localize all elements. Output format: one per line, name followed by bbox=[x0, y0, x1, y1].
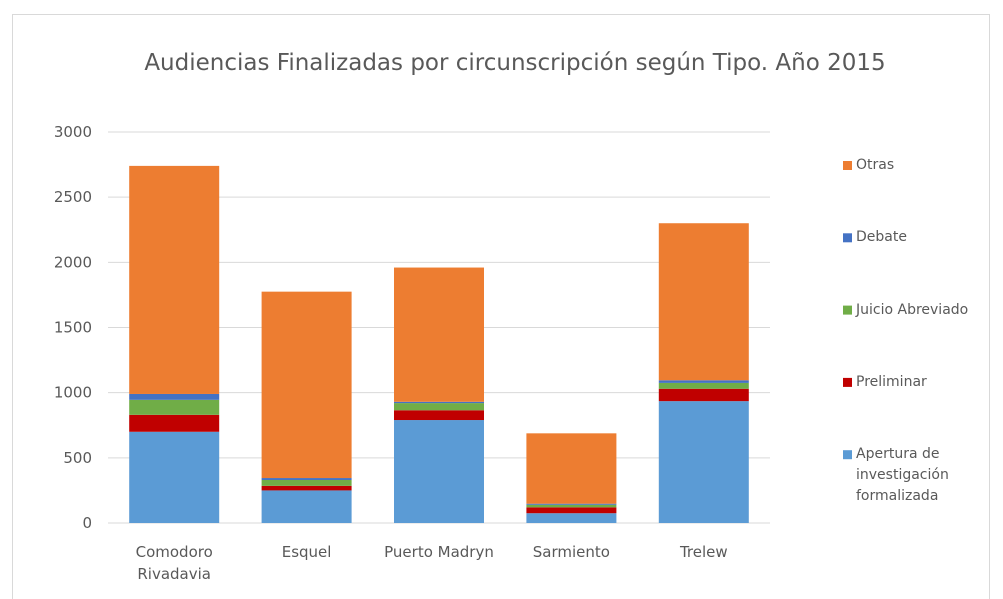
y-tick-label: 3000 bbox=[54, 123, 92, 141]
bar-segment bbox=[261, 490, 352, 523]
bar-segment bbox=[526, 504, 617, 508]
bar-segment bbox=[658, 388, 749, 402]
y-tick-label: 1500 bbox=[54, 319, 92, 337]
bar-segment bbox=[526, 433, 617, 504]
bar-segment bbox=[261, 479, 352, 486]
legend-label: Otras bbox=[856, 157, 895, 173]
bar-segment bbox=[658, 382, 749, 389]
y-tick-label: 2000 bbox=[54, 253, 92, 271]
bar-segment bbox=[129, 393, 220, 400]
chart-title: Audiencias Finalizadas por circunscripci… bbox=[144, 50, 885, 76]
x-tick-label: Esquel bbox=[281, 543, 332, 561]
legend-label: Preliminar bbox=[856, 373, 927, 390]
bar-segment bbox=[658, 380, 749, 383]
legend-marker bbox=[843, 161, 852, 170]
legend-marker bbox=[843, 233, 852, 243]
bar-segment bbox=[129, 414, 220, 432]
bar-segment bbox=[526, 503, 617, 505]
bar-segment bbox=[394, 267, 484, 402]
legend-label: Debate bbox=[856, 229, 907, 246]
y-tick-label: 1000 bbox=[54, 384, 92, 402]
bar-segment bbox=[129, 399, 220, 415]
legend-marker bbox=[843, 450, 852, 460]
y-tick-label: 2500 bbox=[54, 188, 92, 206]
legend-label: Apertura de investigación formalizada bbox=[856, 446, 949, 505]
bar-segment bbox=[526, 507, 617, 514]
x-tick-label: Sarmiento bbox=[532, 543, 610, 561]
x-tick-label: Trelew bbox=[679, 543, 728, 561]
y-tick-label: 500 bbox=[63, 449, 92, 467]
legend-marker bbox=[843, 305, 852, 315]
legend-marker bbox=[843, 377, 852, 387]
bar-segment bbox=[658, 223, 749, 381]
bar-segment bbox=[261, 485, 352, 491]
bar-segment bbox=[394, 410, 484, 421]
y-tick-label: 0 bbox=[82, 514, 92, 532]
legend-label: Juicio Abreviado bbox=[856, 301, 969, 318]
bar-segment bbox=[658, 401, 749, 523]
chart-frame bbox=[12, 14, 990, 599]
x-tick-label: Puerto Madryn bbox=[384, 543, 494, 561]
bar-segment bbox=[129, 431, 220, 523]
bar-segment bbox=[394, 403, 484, 411]
bar-segment bbox=[526, 513, 617, 523]
bar-segment bbox=[261, 291, 352, 479]
bar-segment bbox=[129, 165, 220, 394]
x-tick-label: Comodoro Rivadavia bbox=[135, 543, 213, 583]
bar-segment bbox=[394, 420, 484, 523]
bar-segment bbox=[261, 478, 352, 480]
bar-segment bbox=[394, 401, 484, 404]
